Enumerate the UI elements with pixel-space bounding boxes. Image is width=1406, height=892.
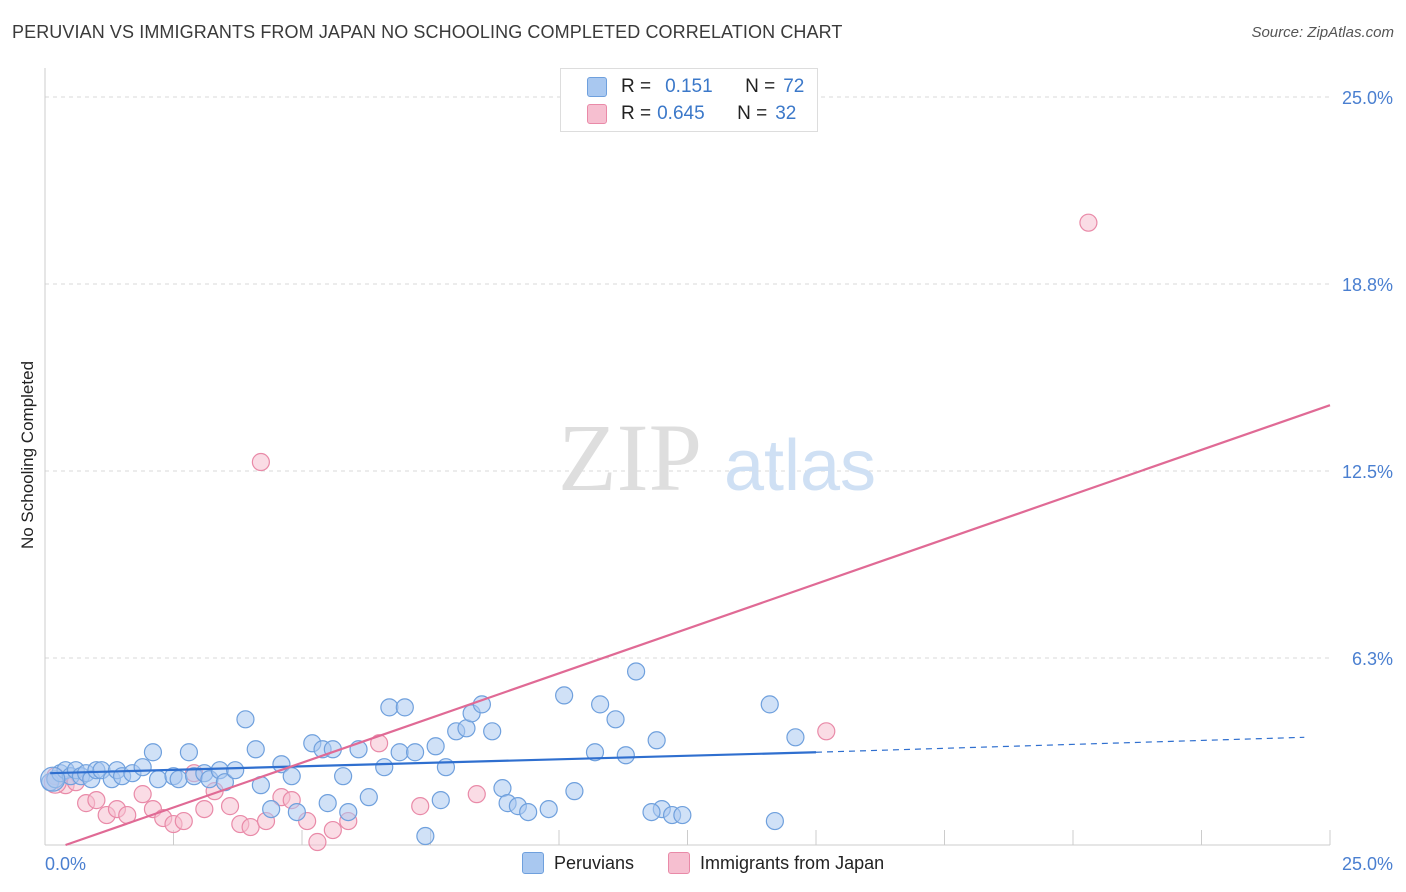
data-point-peruvians [405,743,425,762]
data-point-peruvians [642,802,661,822]
legend-swatch-japan [587,104,607,124]
legend-row-peruvians: R = 0.151 N = 72 [587,75,804,99]
data-point-japan [174,811,193,831]
data-point-peruvians [426,737,445,756]
watermark: ZIP atlas [558,404,876,511]
data-point-peruvians [673,805,692,825]
data-point-japan [133,785,152,804]
data-point-peruvians [380,698,399,717]
series-japan-points [43,213,1098,852]
data-point-peruvians [647,731,666,750]
legend-r-value: 0.645 [657,103,705,124]
data-point-peruvians [555,686,574,705]
legend-row-japan: R = 0.645 N = 32 [587,102,796,126]
data-point-peruvians [431,791,450,810]
trend-lines [50,404,1331,847]
y-tick-label: 6.3% [1352,649,1393,669]
data-point-japan [411,797,430,816]
data-point-peruvians [375,758,394,777]
data-point-peruvians [483,722,502,741]
data-point-japan [308,832,327,852]
correlation-legend: R = 0.151 N = 72 R = 0.645 N = 32 [560,68,818,132]
data-point-peruvians [565,782,584,801]
series-peruvians-points [40,662,805,846]
data-point-japan [1079,213,1098,232]
legend-r-label: R = [621,76,652,97]
data-point-peruvians [246,740,265,759]
watermark-atlas: atlas [724,426,876,506]
series-legend-swatch [522,852,544,874]
data-point-japan [241,817,260,837]
data-point-peruvians [591,695,610,714]
legend-n-value: 32 [775,103,797,124]
series-legend-label: Immigrants from Japan [700,852,885,873]
data-point-peruvians [359,788,378,807]
watermark-zip: ZIP [558,404,702,511]
series-legend: Peruvians Immigrants from Japan [522,852,918,874]
data-point-peruvians [395,698,414,717]
data-point-japan [323,820,342,840]
data-point-peruvians [148,770,168,789]
data-point-peruvians [786,728,805,747]
data-point-peruvians [287,802,306,822]
data-point-peruvians [262,799,281,819]
source-credit: Source: ZipAtlas.com [1251,24,1394,41]
legend-n-value: 72 [783,76,805,97]
gridlines [45,96,1330,659]
data-point-peruvians [40,766,66,792]
legend-n-label: N = [745,76,776,97]
data-point-peruvians [585,743,605,762]
series-legend-swatch [668,852,691,874]
y-tick-label: 12.5% [1342,462,1393,482]
data-point-peruvians [143,743,163,762]
legend-n-label: N = [737,103,768,124]
legend-r-label: R = [621,103,652,124]
legend-swatch-peruvians [587,77,607,97]
trend-line-japan [65,404,1331,847]
data-point-japan [467,785,486,804]
x-tick-label: 25.0% [1342,854,1393,874]
data-point-peruvians [472,695,491,714]
data-point-peruvians [616,746,635,765]
data-point-peruvians [133,758,152,777]
chart-title: PERUVIAN VS IMMIGRANTS FROM JAPAN NO SCH… [12,22,843,42]
data-point-peruvians [334,767,353,786]
trend-line-peruvians-extension [815,736,1305,753]
data-point-peruvians [339,802,358,822]
data-point-peruvians [179,743,199,762]
axes [44,68,1331,846]
data-point-peruvians [539,799,558,819]
data-point-peruvians [390,743,409,762]
data-point-japan [370,734,389,753]
y-tick-label: 18.8% [1342,275,1393,295]
data-point-peruvians [606,710,625,729]
data-point-peruvians [282,767,301,786]
data-point-japan [87,791,106,810]
data-point-peruvians [416,826,435,846]
trend-line-peruvians [50,751,817,775]
data-point-peruvians [765,811,784,831]
tick-labels: 25.0% 18.8% 12.5% 6.3% 0.0% 25.0% [45,88,1393,874]
data-point-peruvians [519,802,538,822]
data-point-japan [220,797,240,816]
data-point-peruvians [226,761,245,780]
data-point-peruvians [236,710,255,729]
y-tick-label: 25.0% [1342,88,1393,108]
legend-r-value: 0.151 [665,76,713,97]
series-legend-label: Peruvians [554,852,635,873]
data-point-japan [195,799,214,819]
data-point-peruvians [318,794,337,813]
x-tick-label: 0.0% [45,854,86,874]
series-legend-peruvians: Peruvians [522,852,634,874]
series-legend-japan: Immigrants from Japan [668,852,884,874]
data-point-peruvians [169,770,188,789]
data-point-japan [251,452,270,472]
data-point-peruvians [760,695,779,714]
data-point-peruvians [626,662,646,681]
data-point-japan [817,722,836,741]
